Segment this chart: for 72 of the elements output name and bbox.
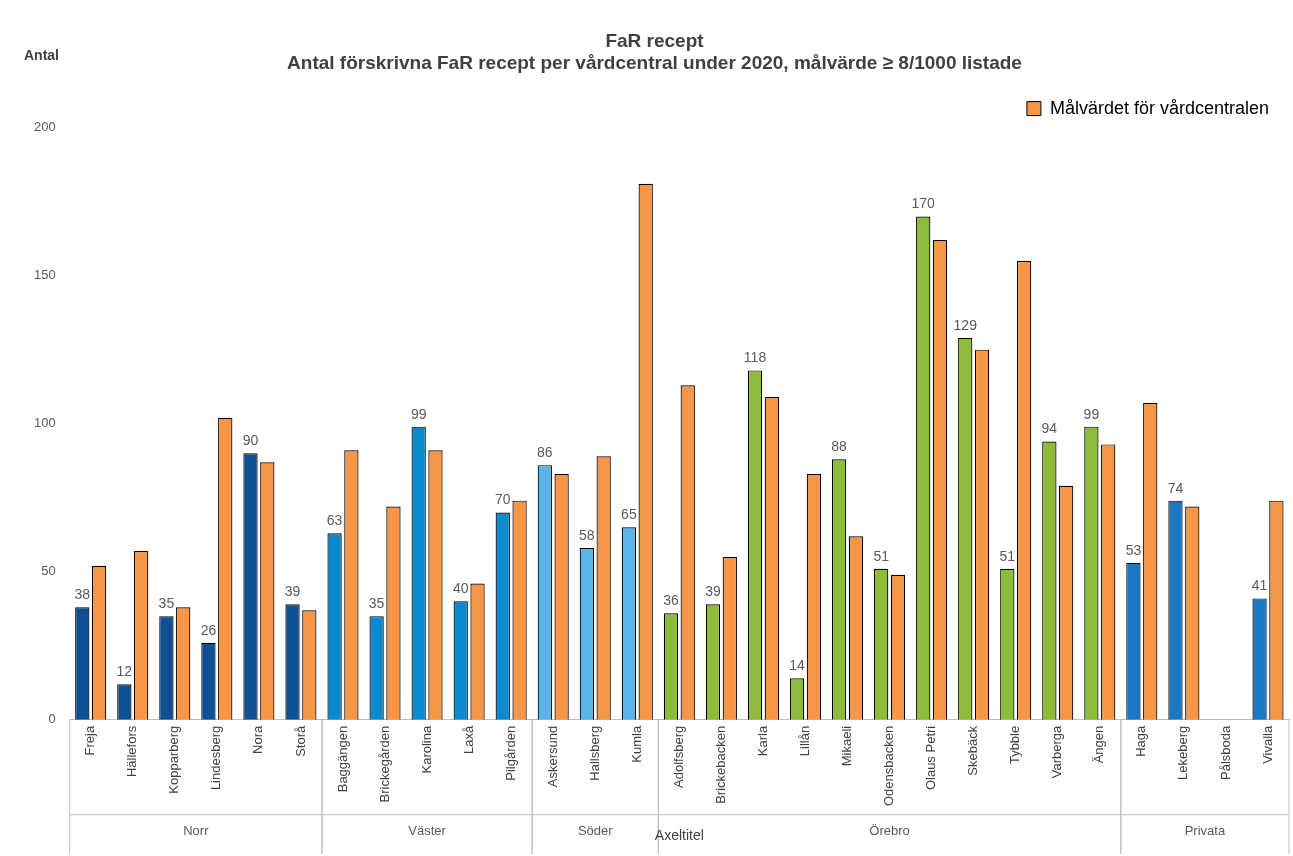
x-tick-label: Lindesberg <box>208 725 224 791</box>
x-tick-label: Lekeberg <box>1175 725 1191 780</box>
data-label: 74 <box>1167 479 1184 496</box>
x-axis-title: Axeltitel <box>654 826 704 843</box>
x-tick-label: Odensbacken <box>881 725 897 807</box>
x-tick-label: Karla <box>755 725 771 757</box>
data-label: 35 <box>368 595 385 612</box>
x-tick-label: Varberga <box>1049 725 1065 779</box>
text: Privata <box>1184 823 1226 839</box>
data-label: 39 <box>284 583 301 600</box>
data-label: 14 <box>789 657 806 674</box>
data-label: 51 <box>873 547 890 564</box>
x-tick-label: Olaus Petri <box>923 725 939 791</box>
x-tick-label: Mikaeli <box>839 725 855 767</box>
text: Örebro <box>869 823 910 839</box>
data-label: 129 <box>953 316 978 333</box>
data-label: 35 <box>158 595 175 612</box>
x-tick-label: Brickebacken <box>712 725 728 804</box>
x-tick-label: Storå <box>292 725 308 757</box>
x-tick-label: Nora <box>250 725 266 754</box>
x-tick-label: Askersund <box>544 725 560 788</box>
x-tick-label: Hällefors <box>124 725 140 778</box>
data-label: 94 <box>1041 420 1058 437</box>
data-label: 88 <box>831 438 848 455</box>
data-label: 65 <box>621 506 637 523</box>
x-tick-label: Baggängen <box>334 725 350 793</box>
data-label: 12 <box>116 663 133 680</box>
data-label: 36 <box>663 592 679 609</box>
x-tick-label: Skebäck <box>965 725 981 776</box>
x-tick-label: Karolina <box>418 725 434 774</box>
data-label: 53 <box>1125 541 1142 558</box>
data-label: 86 <box>537 444 553 460</box>
y-tick-label: 150 <box>33 267 56 283</box>
x-tick-label: Haga <box>1133 725 1149 757</box>
text: Väster <box>408 823 447 839</box>
x-tick-label: Ängen <box>1091 725 1107 764</box>
data-label: 51 <box>999 547 1016 564</box>
data-label: 99 <box>1083 405 1100 422</box>
y-tick-label: 50 <box>41 563 56 579</box>
x-tick-label: Vivalla <box>1259 725 1275 764</box>
x-tick-label: Kopparberg <box>166 725 182 794</box>
data-label: 38 <box>74 586 91 603</box>
x-tick-label: Pilgården <box>502 725 518 781</box>
x-tick-label: Tybble <box>1007 725 1023 765</box>
data-label: 99 <box>410 405 427 422</box>
legend-label: Målvärdet för vårdcentralen <box>1049 97 1270 118</box>
x-tick-label: Pålsboda <box>1217 725 1233 780</box>
data-label: 40 <box>452 580 469 597</box>
data-label: 170 <box>911 195 936 212</box>
text: Söder <box>577 823 614 839</box>
x-tick-label: Laxå <box>460 725 476 754</box>
y-axis-title: Antal <box>24 46 59 63</box>
y-tick-label: 0 <box>48 711 56 727</box>
data-label: 90 <box>242 432 259 449</box>
data-label: 70 <box>494 491 511 508</box>
x-tick-label: Kumla <box>628 725 644 763</box>
x-tick-label: Lillån <box>797 725 813 757</box>
x-tick-label: Brickegården <box>376 725 392 803</box>
x-tick-label: Hallsberg <box>586 725 602 781</box>
chart-subtitle: Antal förskrivna FaR recept per vårdcentral under 2020, målvärde ≥ 8/1000 listade <box>287 52 1022 74</box>
data-label: 58 <box>579 526 595 543</box>
data-label: 63 <box>326 512 343 529</box>
data-label: 118 <box>743 349 767 366</box>
y-tick-label: 200 <box>33 119 56 135</box>
y-tick-label: 100 <box>33 415 56 431</box>
x-tick-label: Adolfsberg <box>670 725 686 788</box>
data-label: 41 <box>1251 577 1268 594</box>
data-label: 26 <box>200 621 217 638</box>
x-tick-label: Freja <box>82 725 98 756</box>
text: Norr <box>183 823 210 839</box>
data-label: 39 <box>705 583 721 600</box>
chart-title: FaR recept <box>605 29 705 51</box>
